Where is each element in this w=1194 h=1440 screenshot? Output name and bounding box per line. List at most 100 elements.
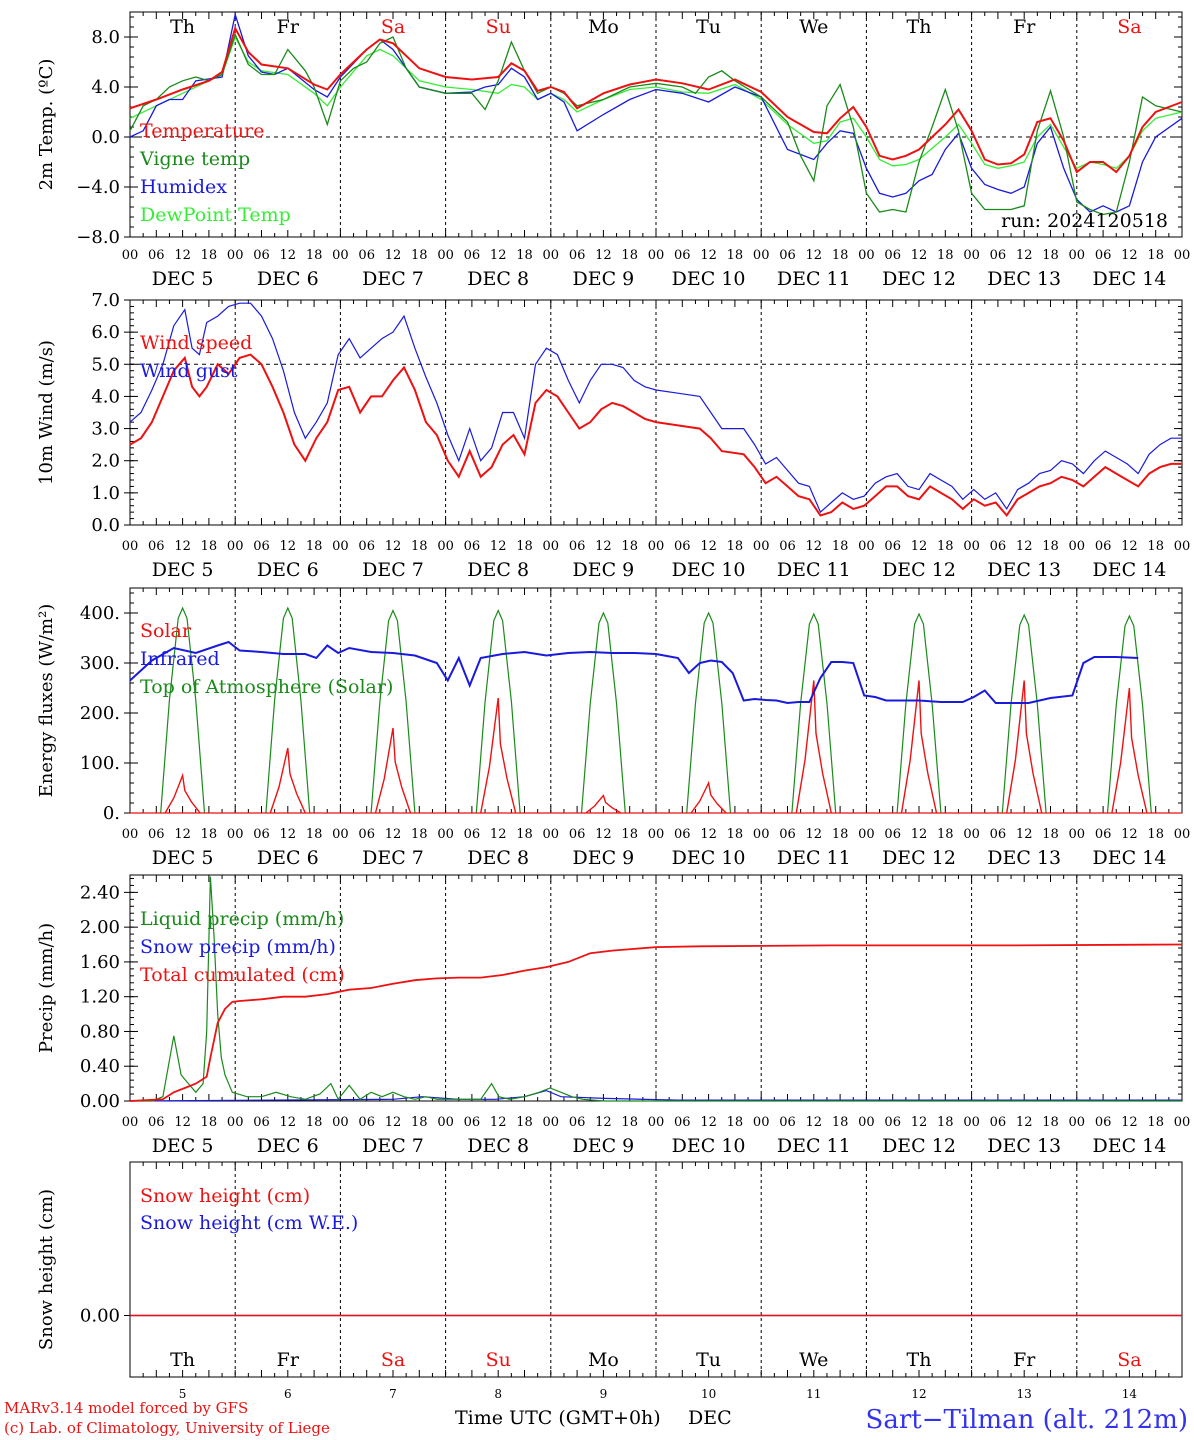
day-date-label: DEC 10 bbox=[672, 268, 746, 290]
hour-tick-label: 12 bbox=[174, 1115, 191, 1130]
panel-frame bbox=[129, 299, 1183, 526]
legend-infrared: Infrared bbox=[140, 648, 220, 670]
hour-tick-label: 06 bbox=[779, 1115, 796, 1130]
hour-tick-label: 18 bbox=[937, 248, 954, 263]
weekday-label: Tu bbox=[696, 1349, 721, 1371]
hour-tick-label: 00 bbox=[648, 827, 665, 842]
day-date-label: DEC 13 bbox=[987, 559, 1061, 581]
station-label: Sart−Tilman (alt. 212m) bbox=[866, 1405, 1188, 1435]
series-line bbox=[129, 32, 1183, 216]
y-tick-label: 7.0 bbox=[91, 290, 120, 311]
hour-tick-label: 18 bbox=[1147, 539, 1164, 554]
series-line bbox=[129, 302, 1182, 514]
day-date-label: DEC 10 bbox=[672, 847, 746, 869]
hour-tick-label: 06 bbox=[358, 827, 375, 842]
hour-tick-label: 06 bbox=[674, 539, 691, 554]
day-number-label: 9 bbox=[600, 1387, 608, 1401]
hour-tick-label: 06 bbox=[148, 248, 165, 263]
day-date-label: DEC 6 bbox=[257, 1135, 319, 1157]
hour-tick-label: 00 bbox=[648, 539, 665, 554]
day-date-label: DEC 9 bbox=[573, 559, 635, 581]
hour-tick-label: 00 bbox=[648, 1115, 665, 1130]
run-label: run: 2024120518 bbox=[1001, 210, 1168, 232]
legend-wind-gust: Wind gust bbox=[140, 360, 238, 382]
hour-tick-label: 06 bbox=[569, 827, 586, 842]
hour-tick-label: 00 bbox=[753, 1115, 770, 1130]
hour-tick-label: 00 bbox=[122, 1115, 139, 1130]
weekday-label: Sa bbox=[381, 1349, 405, 1371]
y-tick-label: 3.0 bbox=[91, 419, 120, 440]
hour-tick-label: 06 bbox=[884, 1115, 901, 1130]
panel-4: 00 06 12 18 00 06 12 18 00 06 12 18 00 06 12 18 00 06 12 18… bbox=[36, 874, 1190, 1157]
legend-snow-height-cm: Snow height (cm) bbox=[140, 1185, 310, 1207]
panel-5: Th Fr Sa Su Mo Tu We Th Fr Sa 5 6 7 8 9 10 11 12 13 14 0.00 S… bbox=[36, 1161, 1183, 1401]
hour-tick-label: 12 bbox=[911, 1115, 928, 1130]
hour-tick-label: 18 bbox=[727, 1115, 744, 1130]
hour-tick-label: 18 bbox=[937, 827, 954, 842]
y-tick-label: 0.40 bbox=[80, 1056, 120, 1077]
hour-tick-label: 12 bbox=[911, 827, 928, 842]
hour-tick-label: 12 bbox=[385, 1115, 402, 1130]
weekday-label: Sa bbox=[1117, 16, 1141, 38]
hour-tick-label: 06 bbox=[148, 827, 165, 842]
hour-tick-label: 06 bbox=[1095, 248, 1112, 263]
hour-tick-label: 00 bbox=[122, 827, 139, 842]
hour-tick-label: 12 bbox=[1121, 248, 1138, 263]
day-number-label: 8 bbox=[494, 1387, 502, 1401]
toa-solar-day-2 bbox=[265, 606, 311, 814]
hour-tick-label: 12 bbox=[385, 539, 402, 554]
hour-tick-label: 06 bbox=[569, 248, 586, 263]
hour-tick-label: 00 bbox=[1069, 248, 1086, 263]
hour-tick-label: 18 bbox=[201, 539, 218, 554]
hour-tick-label: 12 bbox=[1121, 1115, 1138, 1130]
y-tick-label: 0.0 bbox=[91, 515, 120, 536]
hour-tick-label: 06 bbox=[569, 1115, 586, 1130]
legend-dewpoint-temp: DewPoint Temp bbox=[140, 204, 291, 226]
toa-solar-day-6 bbox=[686, 611, 732, 814]
day-date-label: DEC 13 bbox=[987, 847, 1061, 869]
day-date-label: DEC 6 bbox=[257, 559, 319, 581]
hour-tick-label: 06 bbox=[674, 1115, 691, 1130]
day-date-label: DEC 8 bbox=[467, 1135, 529, 1157]
hour-tick-label: 18 bbox=[516, 827, 533, 842]
hour-tick-label: 06 bbox=[253, 827, 270, 842]
hour-tick-label: 00 bbox=[1174, 248, 1191, 263]
footer-model: MARv3.14 model forced by GFS bbox=[4, 1399, 248, 1417]
hour-tick-label: 00 bbox=[753, 827, 770, 842]
hour-tick-label: 18 bbox=[621, 248, 638, 263]
y-axis-label: Precip (mm/h) bbox=[36, 923, 57, 1053]
solar-day-7 bbox=[795, 680, 832, 814]
y-tick-label: 4.0 bbox=[91, 77, 120, 98]
hour-tick-label: 12 bbox=[700, 827, 717, 842]
hour-tick-label: 12 bbox=[806, 248, 823, 263]
hour-tick-label: 06 bbox=[464, 827, 481, 842]
hour-tick-label: 06 bbox=[1095, 827, 1112, 842]
day-date-label: DEC 8 bbox=[467, 268, 529, 290]
hour-tick-label: 12 bbox=[806, 1115, 823, 1130]
hour-tick-label: 00 bbox=[332, 539, 349, 554]
day-date-label: DEC 9 bbox=[573, 1135, 635, 1157]
day-date-label: DEC 5 bbox=[152, 559, 214, 581]
hour-tick-label: 00 bbox=[543, 539, 560, 554]
hour-tick-label: 00 bbox=[963, 248, 980, 263]
hour-tick-label: 00 bbox=[332, 248, 349, 263]
hour-tick-label: 18 bbox=[306, 248, 323, 263]
y-tick-label: 0. bbox=[103, 803, 120, 824]
toa-solar-day-8 bbox=[896, 612, 942, 814]
hour-tick-label: 06 bbox=[884, 539, 901, 554]
y-tick-label: 1.60 bbox=[80, 952, 120, 973]
hour-tick-label: 18 bbox=[727, 539, 744, 554]
panel-frame bbox=[129, 587, 1183, 814]
hour-tick-label: 06 bbox=[464, 1115, 481, 1130]
weekday-label: Fr bbox=[1013, 1349, 1036, 1371]
panel-1: 00 06 12 18 00 06 12 18 00 06 12 18 00 06 12 18 00 06 12 18… bbox=[36, 11, 1191, 290]
hour-tick-label: 18 bbox=[201, 827, 218, 842]
y-tick-label: −4.0 bbox=[76, 177, 120, 198]
hour-tick-label: 00 bbox=[437, 827, 454, 842]
y-tick-label: 6.0 bbox=[91, 322, 120, 343]
y-tick-label: 2.0 bbox=[91, 451, 120, 472]
day-date-label: DEC 11 bbox=[777, 847, 851, 869]
y-tick-label: 2.40 bbox=[80, 882, 120, 903]
hour-tick-label: 12 bbox=[280, 248, 297, 263]
